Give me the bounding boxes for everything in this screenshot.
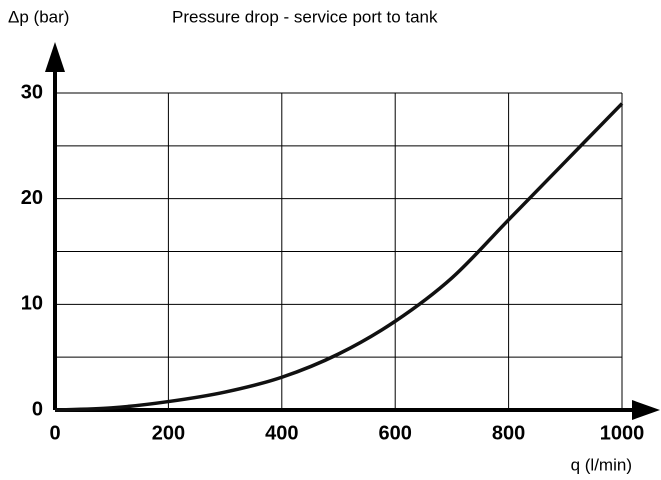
y-tick-label: 20: [21, 187, 43, 209]
y-tick-label: 10: [21, 293, 43, 315]
x-tick-label: 200: [152, 422, 185, 444]
x-tick-label: 0: [49, 422, 60, 444]
y-axis-arrow: [45, 42, 65, 72]
x-tick-label: 800: [492, 422, 525, 444]
x-axis-label: q (l/min): [571, 455, 632, 474]
x-tick-label: 400: [265, 422, 298, 444]
x-tick-label: 600: [379, 422, 412, 444]
y-tick-label: 30: [21, 81, 43, 103]
x-axis-arrow: [632, 400, 660, 420]
y-tick-label: 0: [32, 398, 43, 420]
y-axis-label: Δp (bar): [8, 7, 69, 26]
chart-title: Pressure drop - service port to tank: [172, 7, 438, 26]
curve: [54, 102, 624, 412]
x-tick-label: 1000: [600, 422, 645, 444]
